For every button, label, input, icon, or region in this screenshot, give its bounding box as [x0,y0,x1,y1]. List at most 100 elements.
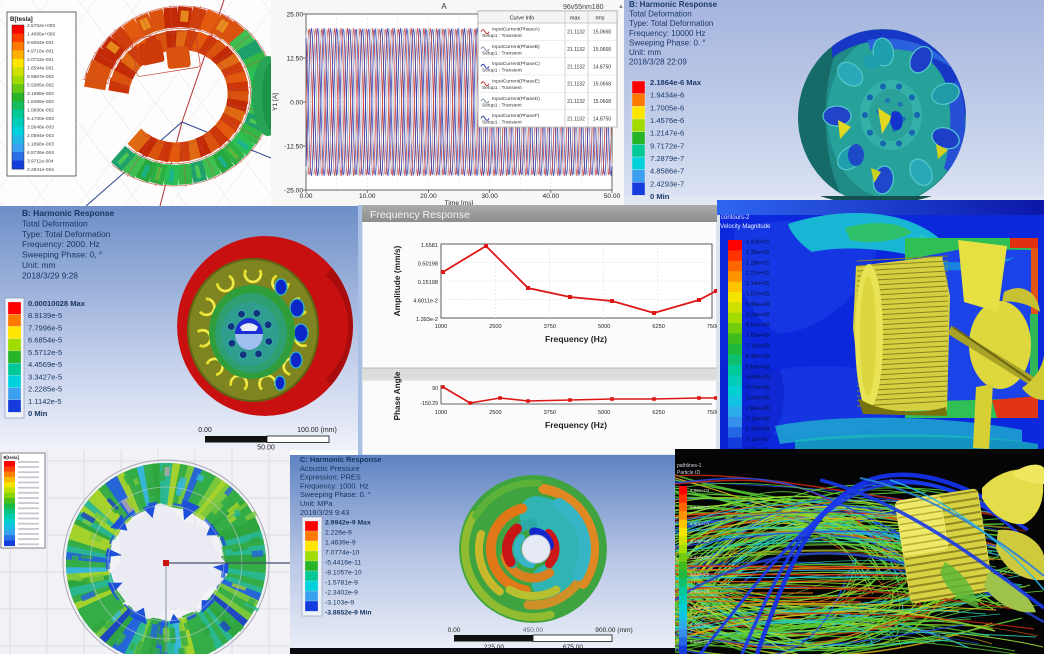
svg-text:▲: ▲ [618,4,624,10]
svg-text:Sweeping Phase: 0, °: Sweeping Phase: 0, ° [22,250,102,260]
svg-text:Setup1 : Transient: Setup1 : Transient [482,33,522,39]
svg-text:100.00 (mm): 100.00 (mm) [297,427,337,434]
svg-text:0.00: 0.00 [300,193,313,200]
svg-text:Frequency (Hz): Frequency (Hz) [545,420,607,430]
svg-text:3.42e+03: 3.42e+03 [690,589,710,594]
svg-text:1.42e+00: 1.42e+00 [746,427,770,433]
svg-text:21.1132: 21.1132 [567,30,585,36]
svg-text:-8.1057e-10: -8.1057e-10 [325,570,362,577]
svg-text:1.2147e-6: 1.2147e-6 [650,129,684,138]
svg-text:-25.00: -25.00 [284,188,303,195]
svg-text:Type: Total Deformation: Type: Total Deformation [22,229,111,239]
svg-text:21.1132: 21.1132 [567,116,585,122]
svg-text:InputCurrent(PhaseB): InputCurrent(PhaseB) [492,44,540,50]
svg-text:6.40e+00: 6.40e+00 [746,354,770,360]
svg-text:3750: 3750 [544,410,556,416]
svg-text:7500: 7500 [707,410,719,416]
svg-text:Frequency: 10000 Hz: Frequency: 10000 Hz [629,29,706,38]
svg-text:15.0668: 15.0668 [593,30,611,36]
svg-text:0.00e+00: 0.00e+00 [746,448,770,454]
svg-text:2.84e+00: 2.84e+00 [746,406,770,412]
svg-text:3.5646e-003: 3.5646e-003 [27,125,54,131]
svg-text:90: 90 [432,386,438,392]
svg-text:4.64e+03: 4.64e+03 [690,505,710,510]
svg-text:7.2879e-7: 7.2879e-7 [650,154,684,163]
svg-text:1.4576e-6: 1.4576e-6 [650,116,684,125]
svg-text:Y1 [A]: Y1 [A] [272,93,279,111]
svg-text:14.8750: 14.8750 [593,64,611,70]
svg-text:30.00: 30.00 [481,193,498,200]
svg-text:1.21e+01: 1.21e+01 [746,271,770,277]
svg-text:Amplitude (mm/s): Amplitude (mm/s) [392,245,402,316]
svg-text:675.00: 675.00 [563,644,584,651]
svg-text:2.0722e-001: 2.0722e-001 [27,57,54,63]
svg-text:Sweeping Phase: 0. °: Sweeping Phase: 0. ° [629,38,706,47]
svg-text:0.50198: 0.50198 [418,262,438,268]
svg-text:2.2941e-004: 2.2941e-004 [27,167,54,173]
svg-text:5.5712e-5: 5.5712e-5 [28,348,62,357]
svg-text:2.9942e-9 Max: 2.9942e-9 Max [325,520,371,527]
svg-text:450.00: 450.00 [523,627,544,634]
svg-text:Unit: mm: Unit: mm [629,48,661,57]
svg-text:0.00: 0.00 [198,427,212,434]
svg-text:21.1132: 21.1132 [567,47,585,53]
svg-text:3.9711e-004: 3.9711e-004 [27,159,54,165]
svg-text:7.11e+00: 7.11e+00 [746,344,769,350]
svg-text:3.3427e-5: 3.3427e-5 [28,372,62,381]
svg-text:-3.8652e-9 Min: -3.8652e-9 Min [325,610,371,617]
svg-text:-3.103e-9: -3.103e-9 [325,600,354,607]
svg-text:4.4569e-5: 4.4569e-5 [28,360,62,369]
svg-text:2018/3/28 22:09: 2018/3/28 22:09 [629,58,687,67]
svg-text:0 Min: 0 Min [650,192,670,201]
svg-text:15.0668: 15.0668 [593,47,611,53]
svg-text:6250: 6250 [652,410,664,416]
svg-text:15.0668: 15.0668 [593,82,611,88]
svg-text:3.91e+03: 3.91e+03 [690,555,710,560]
svg-text:0.00: 0.00 [448,627,461,634]
svg-text:2.69e+03: 2.69e+03 [690,639,710,644]
svg-text:4.8586e-7: 4.8586e-7 [650,167,684,176]
svg-text:4.9716e-001: 4.9716e-001 [27,48,54,54]
svg-text:9.24e+00: 9.24e+00 [746,312,770,318]
svg-text:1.14e+01: 1.14e+01 [746,281,770,287]
svg-text:1000: 1000 [435,324,447,330]
svg-text:-2.3402e-9: -2.3402e-9 [325,590,358,597]
svg-text:InputCurrent(PhaseC): InputCurrent(PhaseC) [492,61,540,67]
svg-text:1.6581: 1.6581 [421,243,438,249]
svg-text:4.98e+00: 4.98e+00 [746,375,770,381]
svg-text:2.0594e-003: 2.0594e-003 [27,133,54,139]
svg-text:0.00010028 Max: 0.00010028 Max [28,299,86,308]
svg-text:1.393e-2: 1.393e-2 [416,317,438,323]
svg-text:7.11e-01: 7.11e-01 [746,437,768,443]
svg-text:2.13e+00: 2.13e+00 [746,416,770,422]
svg-text:Frequency Response: Frequency Response [370,209,470,221]
svg-text:5.69e+00: 5.69e+00 [746,364,770,370]
svg-text:InputCurrent(PhaseD): InputCurrent(PhaseD) [492,96,540,102]
svg-text:2018/3/29 9:28: 2018/3/29 9:28 [22,270,78,280]
svg-text:9.5867e-002: 9.5867e-002 [27,74,54,80]
svg-text:2.226e-9: 2.226e-9 [325,530,352,537]
svg-text:7.7996e-5: 7.7996e-5 [28,323,62,332]
svg-text:Setup1 : Transient: Setup1 : Transient [482,85,522,91]
svg-text:1.1142e-5: 1.1142e-5 [28,397,62,406]
svg-text:3.56e+00: 3.56e+00 [746,396,770,402]
svg-text:3.1998e-002: 3.1998e-002 [27,91,54,97]
svg-text:Acoustic Pressure: Acoustic Pressure [300,464,360,473]
svg-text:6250: 6250 [652,324,664,330]
svg-text:-150.29: -150.29 [420,401,438,407]
svg-text:Total Deformation: Total Deformation [629,10,692,19]
svg-text:B[tesla]: B[tesla] [4,455,20,460]
svg-text:5000: 5000 [598,324,610,330]
svg-text:8.9139e-5: 8.9139e-5 [28,311,62,320]
svg-text:1.42e+01: 1.42e+01 [746,240,770,246]
svg-text:21.1132: 21.1132 [567,64,585,70]
svg-text:8.6054e-001: 8.6054e-001 [27,40,54,46]
svg-text:pathlines-1: pathlines-1 [677,463,702,469]
svg-text:5000: 5000 [598,410,610,416]
svg-text:4.27e+00: 4.27e+00 [746,385,770,391]
svg-text:7.82e+00: 7.82e+00 [746,333,770,339]
svg-text:2.5762e+000: 2.5762e+000 [27,23,55,29]
svg-text:Unit: MPa: Unit: MPa [300,499,333,508]
svg-text:Sweeping Phase: 0. °: Sweeping Phase: 0. ° [300,490,371,499]
svg-text:InputCurrent(PhaseF): InputCurrent(PhaseF) [492,113,540,119]
